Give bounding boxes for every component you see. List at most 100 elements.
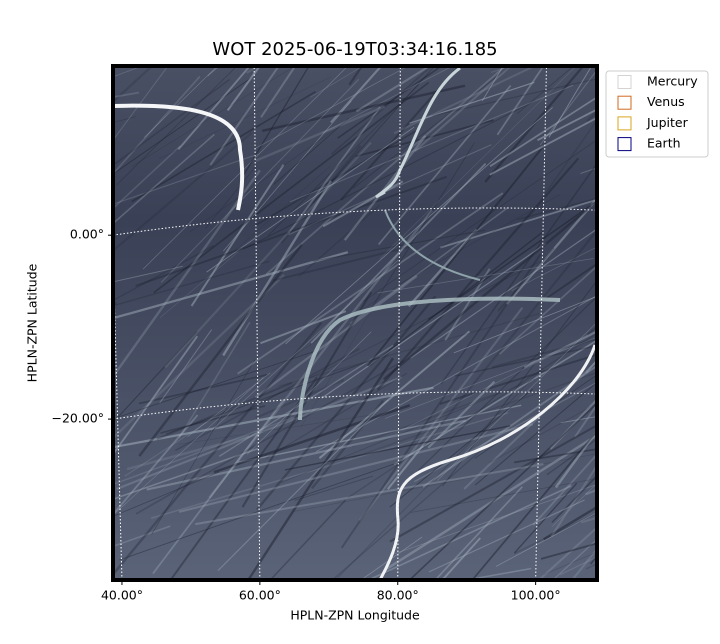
texture-streak (113, 77, 253, 175)
texture-streak (222, 180, 333, 357)
texture-streak (246, 357, 394, 580)
texture-streak (254, 275, 418, 399)
texture-streak (241, 66, 310, 178)
texture-streak (377, 85, 512, 245)
texture-streak (516, 66, 575, 115)
texture-streak (159, 76, 332, 159)
texture-streak (159, 329, 213, 404)
texture-streak (585, 488, 597, 496)
texture-streak (552, 538, 597, 580)
texture-streak (165, 356, 380, 435)
texture-streak (565, 66, 569, 68)
texture-streak (169, 376, 318, 580)
texture-streak (113, 471, 220, 517)
texture-streak (119, 461, 402, 561)
texture-streak (178, 423, 534, 513)
texture-streak (298, 205, 380, 278)
x-tick-label: 80.00° (377, 588, 419, 603)
texture-streak (265, 372, 408, 460)
texture-streak (226, 66, 261, 111)
texture-streak (340, 253, 542, 549)
texture-streak (294, 475, 374, 501)
texture-streak (273, 118, 350, 185)
texture-streak (496, 66, 545, 136)
texture-streak (113, 133, 215, 225)
texture-streak (543, 551, 597, 575)
legend-swatch (617, 75, 632, 89)
texture-streak (247, 331, 372, 455)
texture-streak (113, 265, 183, 283)
texture-streak (585, 562, 597, 570)
texture-streak (422, 364, 597, 488)
texture-streak (484, 66, 584, 183)
x-tick-label: 40.00° (101, 588, 143, 603)
texture-streak (242, 100, 536, 250)
texture-streak (312, 66, 436, 204)
texture-streak (441, 537, 481, 580)
texture-streak (514, 448, 597, 464)
texture-streak (389, 388, 534, 508)
texture-streak (350, 206, 509, 325)
texture-streak (260, 66, 297, 118)
texture-streak (414, 66, 513, 153)
texture-streak (126, 435, 250, 471)
texture-streak (315, 295, 597, 453)
texture-streak (280, 145, 362, 244)
texture-streak (113, 116, 137, 123)
texture-streak (410, 228, 597, 359)
image-texture (113, 66, 597, 580)
texture-streak (255, 128, 420, 226)
texture-streak (135, 175, 447, 287)
texture-streak (208, 209, 433, 499)
texture-streak (280, 378, 536, 484)
texture-streak (377, 258, 594, 294)
texture-streak (256, 295, 437, 511)
texture-streak (541, 119, 597, 199)
texture-streak (210, 259, 399, 431)
texture-streak (331, 66, 433, 155)
legend: Mercury Venus Jupiter Earth (605, 70, 709, 158)
texture-streak (174, 347, 360, 452)
texture-streak (254, 66, 409, 149)
texture-streak (471, 429, 597, 580)
texture-streak (355, 119, 494, 158)
texture-streak (427, 380, 496, 449)
texture-streak (113, 251, 349, 320)
texture-streak (267, 84, 420, 236)
texture-streak (195, 463, 544, 526)
texture-streak (331, 447, 485, 580)
texture-streak (410, 478, 597, 513)
x-tick-label: 100.00° (511, 588, 561, 603)
texture-streak (439, 353, 597, 405)
texture-streak (151, 359, 256, 535)
texture-streak (289, 84, 574, 203)
texture-streak (237, 404, 522, 464)
texture-streak (144, 66, 218, 138)
legend-swatch (617, 95, 632, 110)
texture-streak (490, 66, 512, 74)
texture-streak (261, 84, 466, 133)
texture-streak (539, 69, 597, 146)
texture-streak (541, 262, 597, 302)
texture-streak (113, 416, 294, 486)
texture-streak (347, 332, 597, 499)
texture-streak (362, 140, 596, 303)
texture-streak (217, 399, 389, 572)
texture-streak (150, 412, 509, 520)
texture-streak (237, 192, 504, 375)
texture-streak (260, 310, 347, 345)
texture-streak (160, 78, 360, 283)
texture-streak (116, 66, 238, 186)
texture-streak (489, 96, 597, 167)
texture-streak (146, 419, 466, 491)
texture-streak (209, 66, 280, 166)
texture-streak (113, 335, 199, 456)
texture-streak (190, 164, 285, 307)
texture-streak (189, 125, 340, 233)
texture-streak (511, 246, 597, 292)
texture-streak (355, 66, 432, 113)
texture-streak (343, 135, 427, 241)
texture-streak (439, 198, 597, 249)
y-tick-label: 0.00° (70, 227, 104, 242)
